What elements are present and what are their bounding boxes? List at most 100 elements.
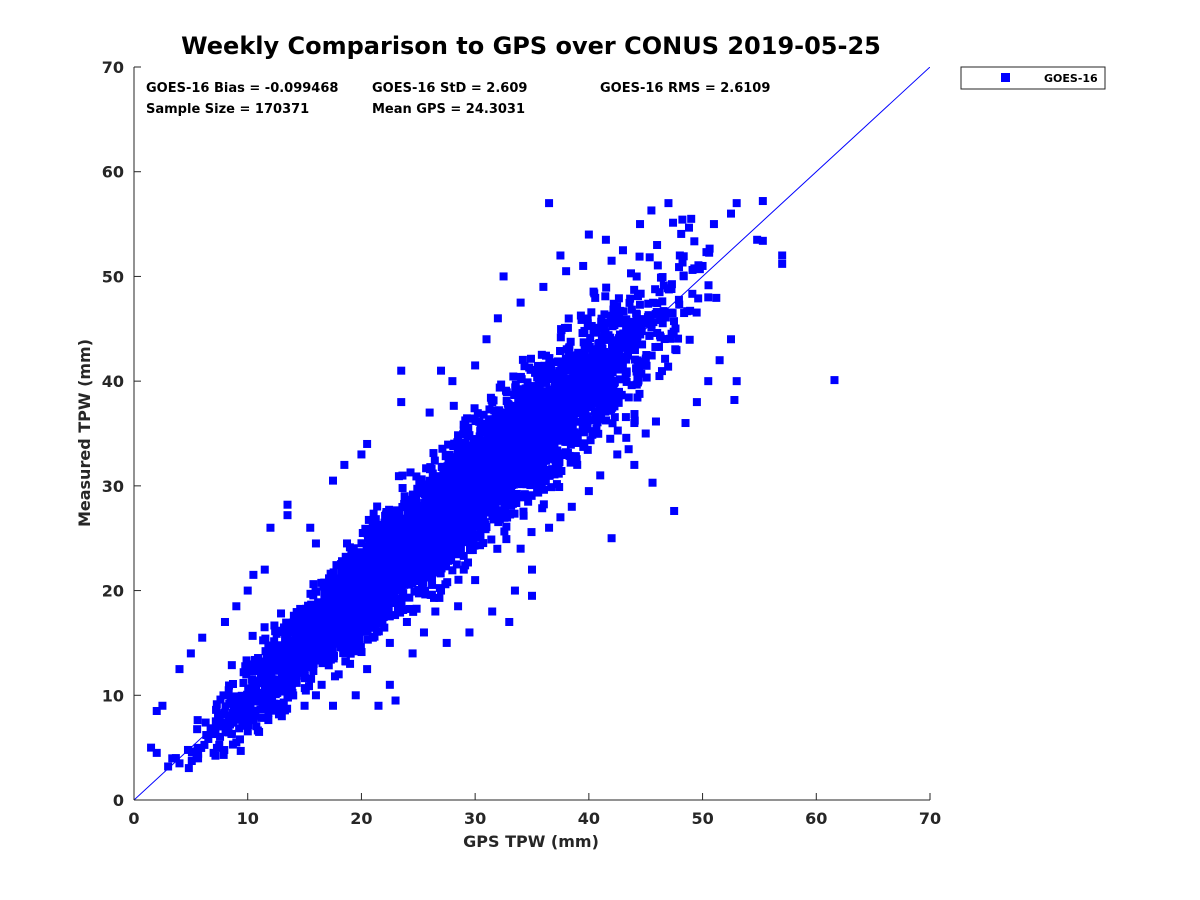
data-point <box>438 444 447 453</box>
data-point <box>399 605 408 614</box>
data-point <box>658 297 667 306</box>
data-point <box>295 625 304 634</box>
data-point <box>561 354 570 363</box>
data-point <box>559 416 568 425</box>
data-point <box>339 633 348 642</box>
data-point <box>184 764 193 773</box>
data-point <box>656 273 665 282</box>
data-point <box>274 651 283 660</box>
data-point <box>610 379 619 388</box>
data-point <box>223 728 232 737</box>
data-point <box>325 574 334 583</box>
data-point <box>402 578 411 587</box>
data-point <box>417 534 426 543</box>
data-point <box>621 333 630 342</box>
data-point <box>590 428 599 437</box>
data-point <box>517 479 526 488</box>
data-point <box>484 442 493 451</box>
data-point <box>603 357 612 366</box>
data-point <box>263 686 272 695</box>
data-point <box>427 547 436 556</box>
data-point <box>406 468 415 477</box>
data-point <box>353 647 362 656</box>
data-point <box>627 269 636 278</box>
data-point <box>458 508 467 517</box>
data-point <box>505 498 514 507</box>
data-point <box>591 350 600 359</box>
data-point <box>374 627 383 636</box>
data-point <box>275 641 284 650</box>
data-point <box>390 574 399 583</box>
data-point <box>504 460 513 469</box>
data-point <box>249 712 258 721</box>
data-point <box>347 642 356 651</box>
data-point <box>309 666 318 675</box>
data-point <box>440 497 449 506</box>
data-point <box>621 372 630 381</box>
data-point <box>289 611 298 620</box>
data-point <box>217 719 226 728</box>
data-point <box>408 555 417 564</box>
data-point <box>540 370 549 379</box>
data-point <box>411 575 420 584</box>
data-point <box>295 653 304 662</box>
data-point <box>364 515 373 524</box>
data-point <box>661 313 670 322</box>
data-point <box>653 328 662 337</box>
data-point <box>494 438 503 447</box>
data-point <box>610 413 619 422</box>
data-point <box>483 434 492 443</box>
data-point <box>448 497 457 506</box>
data-point <box>358 528 367 537</box>
data-point <box>369 577 378 586</box>
data-point <box>395 541 404 550</box>
data-point <box>428 469 437 478</box>
data-point <box>299 661 308 670</box>
data-point <box>338 557 347 566</box>
data-point <box>572 435 581 444</box>
data-point <box>461 416 470 425</box>
data-point <box>441 562 450 571</box>
data-point <box>386 580 395 589</box>
data-point <box>443 505 452 514</box>
data-point <box>439 541 448 550</box>
data-point <box>261 647 270 656</box>
data-point <box>589 287 598 296</box>
data-point <box>256 705 265 714</box>
data-point <box>283 693 292 702</box>
data-point <box>357 648 366 657</box>
data-point <box>393 603 402 612</box>
data-point <box>328 604 337 613</box>
data-point <box>489 431 498 440</box>
data-point <box>572 365 581 374</box>
data-point <box>462 521 471 530</box>
data-point <box>444 455 453 464</box>
data-point <box>583 314 592 323</box>
data-point <box>421 549 430 558</box>
data-point <box>503 513 512 522</box>
data-point <box>551 375 560 384</box>
data-point <box>644 311 653 320</box>
data-point <box>576 311 585 320</box>
data-point <box>341 552 350 561</box>
data-point <box>381 538 390 547</box>
data-point <box>594 323 603 332</box>
data-point <box>469 435 478 444</box>
data-point <box>587 378 596 387</box>
data-point <box>434 477 443 486</box>
data-point <box>526 442 535 451</box>
data-point <box>603 350 612 359</box>
data-point <box>597 314 606 323</box>
data-point <box>227 661 236 670</box>
data-point <box>329 627 338 636</box>
data-point <box>320 592 329 601</box>
data-point <box>212 700 221 709</box>
data-point <box>524 497 533 506</box>
data-point <box>520 490 529 499</box>
data-point <box>599 323 608 332</box>
data-point <box>365 549 374 558</box>
data-point <box>325 647 334 656</box>
data-point <box>249 706 258 715</box>
data-point <box>271 690 280 699</box>
data-point <box>606 312 615 321</box>
